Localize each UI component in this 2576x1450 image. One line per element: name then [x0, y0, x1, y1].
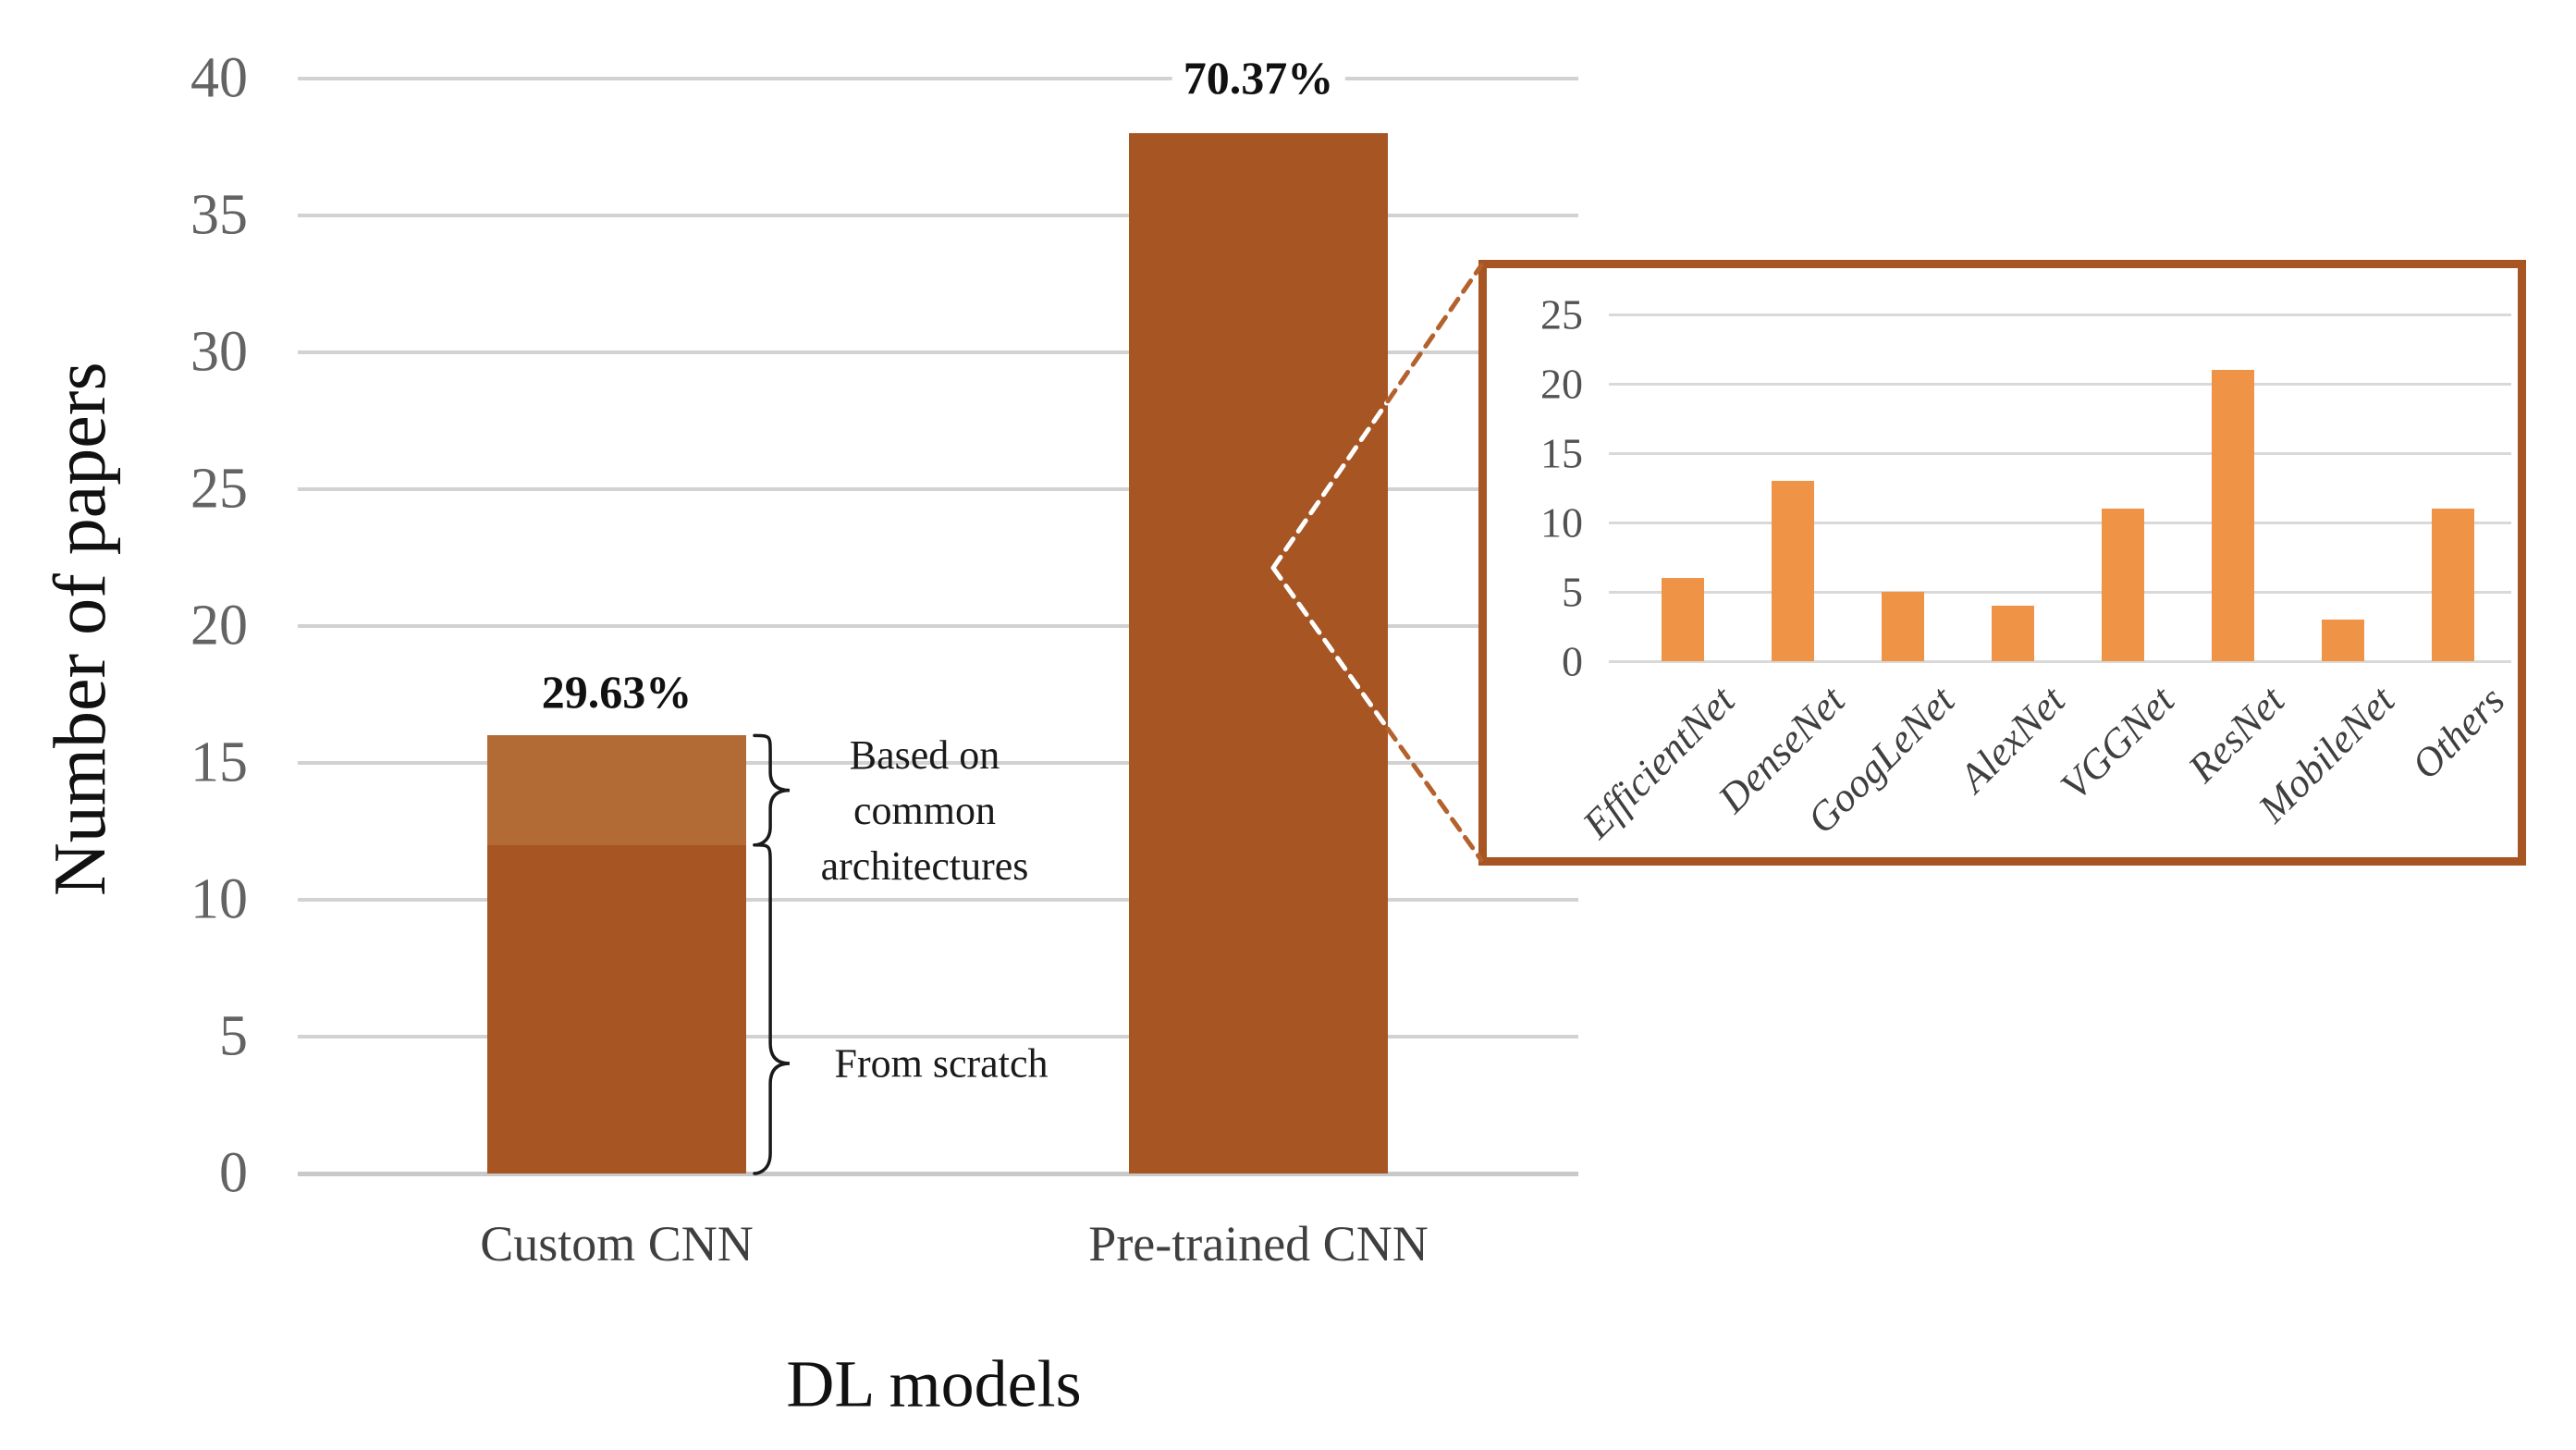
main-gridline-20: [298, 624, 1578, 628]
inset-bar-densenet: [1772, 481, 1814, 661]
inset-gridline-10: [1609, 521, 2511, 524]
main-category-label-pretrained-cnn: Pre-trained CNN: [1088, 1216, 1429, 1272]
main-x-axis-title: DL models: [786, 1346, 1082, 1421]
inset-bar-alexnet: [1992, 606, 2034, 661]
inset-gridline-0: [1609, 659, 2511, 663]
inset-ytick-0: 0: [1562, 637, 1583, 685]
inset-gridline-20: [1609, 382, 2511, 386]
main-ytick-35: 35: [190, 183, 248, 247]
inset-bar-resnet: [2212, 370, 2254, 661]
zoom-connector-bottom: [1385, 726, 1484, 863]
brace-label-line-3: architectures: [820, 843, 1029, 889]
main-bar-custom-cnn-segment-0: [487, 844, 746, 1174]
main-gridline-0: [298, 1172, 1578, 1176]
main-gridline-25: [298, 487, 1578, 491]
main-ytick-25: 25: [190, 457, 248, 521]
zoom-connector-top: [1385, 263, 1484, 404]
inset-gridline-15: [1609, 451, 2511, 455]
inset-ytick-20: 20: [1540, 360, 1583, 408]
inset-ytick-10: 10: [1540, 498, 1583, 547]
brace-label-based-on-common-architectures: Based on common architectures: [821, 728, 1029, 894]
main-gridline-5: [298, 1035, 1578, 1038]
main-ytick-20: 20: [190, 594, 248, 657]
main-ytick-0: 0: [219, 1141, 248, 1205]
brace-label-line-2: common: [853, 788, 996, 833]
inset-gridline-5: [1609, 590, 2511, 594]
inset-bar-vggnet: [2102, 509, 2144, 661]
inset-chart-box: [1478, 260, 2526, 866]
inset-bar-googlenet: [1882, 592, 1924, 661]
brace-from-scratch: [753, 843, 791, 1175]
inset-ytick-25: 25: [1540, 290, 1583, 338]
main-gridline-35: [298, 214, 1578, 217]
brace-label-from-scratch: From scratch: [834, 1040, 1049, 1087]
inset-bar-others: [2432, 509, 2474, 661]
pretrained-cnn-percentage-label: 70.37%: [1171, 51, 1345, 104]
main-bar-pre-trained-cnn-segment-0: [1129, 133, 1388, 1174]
custom-cnn-percentage-label: 29.63%: [530, 665, 704, 719]
inset-ytick-5: 5: [1562, 568, 1583, 616]
main-gridline-30: [298, 350, 1578, 354]
inset-ytick-15: 15: [1540, 429, 1583, 477]
main-ytick-40: 40: [190, 46, 248, 110]
main-gridline-10: [298, 898, 1578, 902]
main-category-label-custom-cnn: Custom CNN: [480, 1216, 754, 1272]
main-ytick-10: 10: [190, 867, 248, 931]
main-y-axis-title: Number of papers: [40, 362, 121, 896]
main-gridline-40: [298, 77, 1578, 80]
brace-based-on-common-architectures: [753, 733, 791, 847]
inset-bar-efficientnet: [1662, 578, 1704, 661]
main-bar-custom-cnn-segment-1: [487, 735, 746, 845]
brace-label-line-1: Based on: [849, 732, 1000, 778]
main-ytick-5: 5: [219, 1004, 248, 1068]
main-gridline-15: [298, 761, 1578, 765]
inset-gridline-25: [1609, 313, 2511, 316]
main-ytick-30: 30: [190, 320, 248, 384]
inset-bar-mobilenet: [2322, 620, 2364, 661]
main-ytick-15: 15: [190, 731, 248, 794]
